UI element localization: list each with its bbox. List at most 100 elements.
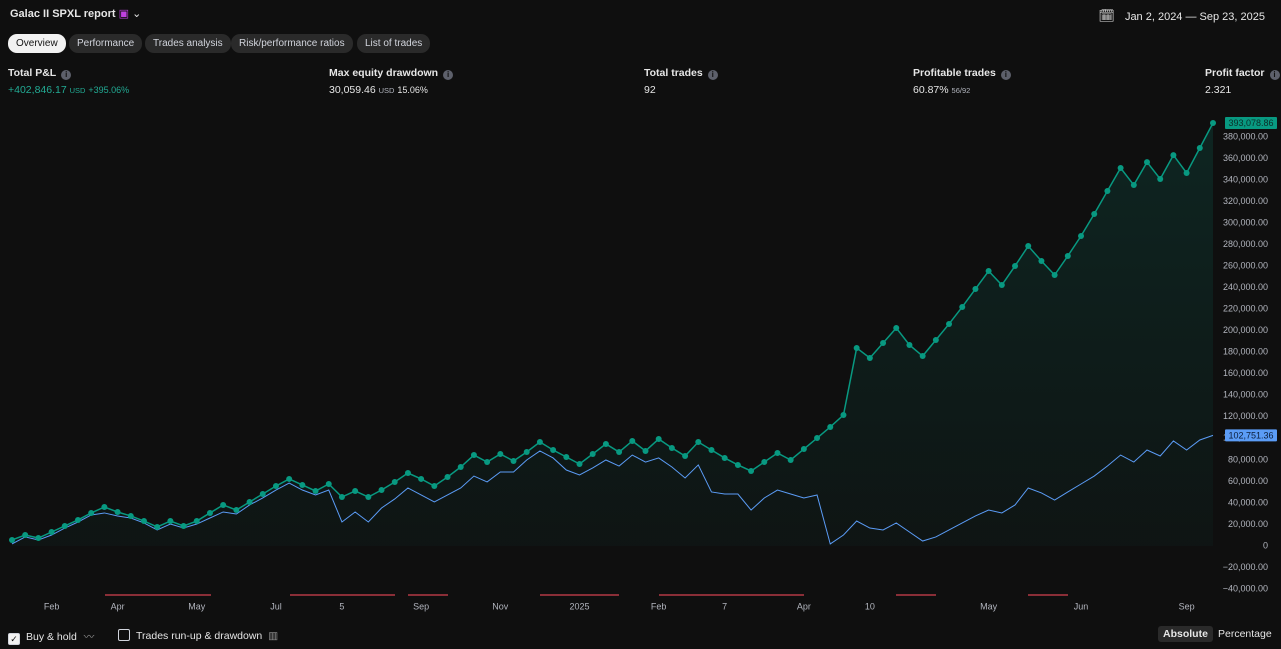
equity-point	[642, 447, 649, 454]
x-tick-label: Sep	[1179, 601, 1195, 611]
toggle-label: Trades run-up & drawdown	[136, 630, 263, 642]
x-tick-label: May	[980, 601, 998, 611]
last-value-box	[1225, 429, 1277, 442]
calendar-icon: ▣	[118, 8, 130, 20]
equity-point	[259, 491, 266, 498]
info-icon[interactable]: i	[443, 70, 454, 80]
date-range[interactable]: 🗓 Jan 2, 2024 — Sep 23, 2025	[1098, 8, 1265, 24]
equity-point	[1183, 169, 1190, 176]
equity-point	[61, 522, 68, 529]
equity-point	[840, 412, 847, 419]
equity-point	[893, 324, 900, 331]
drawdown-bar	[408, 594, 448, 596]
equity-point	[563, 453, 570, 460]
info-icon[interactable]: i	[61, 70, 72, 80]
equity-point	[1144, 159, 1151, 166]
info-icon[interactable]: i	[707, 70, 718, 80]
equity-point	[774, 450, 781, 457]
equity-point	[985, 268, 992, 275]
runup-toggle[interactable]: Trades run-up & drawdown ▥	[118, 629, 278, 642]
equity-point	[787, 456, 794, 463]
equity-point	[1025, 243, 1032, 250]
info-icon[interactable]: i	[1269, 70, 1280, 80]
stat-label-text: Total trades	[644, 67, 703, 79]
equity-point	[1210, 119, 1216, 126]
value: +402,846.17	[8, 84, 67, 96]
tab[interactable]: Overview	[8, 34, 66, 53]
y-tick-label: 160,000.00	[1223, 368, 1268, 378]
equity-point	[272, 483, 279, 490]
equity-point	[220, 501, 227, 508]
equity-point	[127, 512, 134, 519]
equity-point	[1196, 145, 1203, 152]
last-value-label: 393,078.86	[1228, 118, 1273, 128]
equity-point	[444, 474, 451, 481]
report-title[interactable]: Galac II SPXL report ▣ ⌄	[10, 7, 141, 20]
equity-point	[114, 508, 121, 515]
y-tick-label: 20,000.00	[1228, 519, 1268, 529]
checkbox[interactable]: ✓	[8, 633, 20, 645]
equity-point	[655, 436, 662, 443]
y-tick-label: 340,000.00	[1223, 174, 1268, 184]
equity-point	[906, 341, 913, 348]
y-tick-label: 300,000.00	[1223, 217, 1268, 227]
value: 30,059.46	[329, 84, 376, 96]
tab[interactable]: List of trades	[357, 34, 431, 53]
equity-point	[299, 481, 306, 488]
y-tick-label: −20,000.00	[1223, 562, 1268, 572]
equity-point	[325, 480, 332, 487]
mode-button[interactable]: Absolute	[1158, 626, 1213, 642]
equity-point	[1117, 165, 1124, 172]
equity-point	[576, 460, 583, 467]
checkbox[interactable]	[118, 629, 130, 641]
tab[interactable]: Performance	[69, 34, 143, 53]
value: 60.87%	[913, 84, 949, 96]
percent: +395.06%	[88, 85, 130, 95]
equity-point	[9, 536, 15, 543]
info-icon[interactable]: i	[1000, 70, 1011, 80]
tab[interactable]: Trades analysis	[145, 34, 231, 53]
x-tick-label: 10	[865, 601, 875, 611]
stat-label-text: Total P&L	[8, 67, 57, 79]
bars-icon: ▥	[268, 630, 279, 642]
x-tick-label: Sep	[413, 601, 429, 611]
equity-point	[1012, 262, 1019, 269]
x-tick-label: 5	[339, 601, 344, 611]
equity-point	[154, 523, 161, 530]
y-tick-label: 200,000.00	[1223, 325, 1268, 335]
stat-label-text: Profit factor	[1205, 67, 1265, 79]
drawdown-bar	[540, 594, 619, 596]
x-tick-label: Feb	[651, 601, 667, 611]
unit: USD	[69, 86, 86, 95]
equity-point	[972, 285, 979, 292]
chart: −40,000.00 −20,000.00 0 20,000.00 40,000.00 6…	[9, 116, 1277, 611]
drawdown-bar	[659, 594, 804, 596]
equity-point	[919, 353, 926, 360]
x-tick-label: Apr	[111, 601, 125, 611]
buy-hold-toggle[interactable]: ✓ Buy & hold 〰	[8, 629, 94, 645]
stat-value: 2.321	[1205, 84, 1231, 96]
equity-point	[167, 518, 174, 525]
y-tick-label: 120,000.00	[1223, 411, 1268, 421]
y-tick-label: 280,000.00	[1223, 239, 1268, 249]
drawdown-bar	[896, 594, 936, 596]
x-tick-label: 7	[722, 601, 727, 611]
mode-button[interactable]: Percentage	[1218, 628, 1272, 640]
y-tick-label: 220,000.00	[1223, 304, 1268, 314]
y-tick-label: 80,000.00	[1228, 454, 1268, 464]
stat-label: Total P&L i	[8, 67, 72, 80]
last-value-label: 102,751.36	[1228, 430, 1273, 440]
value: 92	[644, 84, 656, 96]
equity-point	[589, 450, 596, 457]
x-tick-label: Jul	[270, 601, 282, 611]
equity-point	[22, 532, 29, 539]
equity-point	[233, 507, 240, 514]
unit: USD	[378, 86, 395, 95]
y-tick-label: 0	[1263, 540, 1268, 550]
equity-point	[88, 509, 95, 516]
equity-point	[998, 282, 1005, 289]
equity-point	[246, 498, 253, 505]
tab[interactable]: Risk/performance ratios	[231, 34, 353, 53]
y-tick-label: −40,000.00	[1223, 583, 1268, 593]
